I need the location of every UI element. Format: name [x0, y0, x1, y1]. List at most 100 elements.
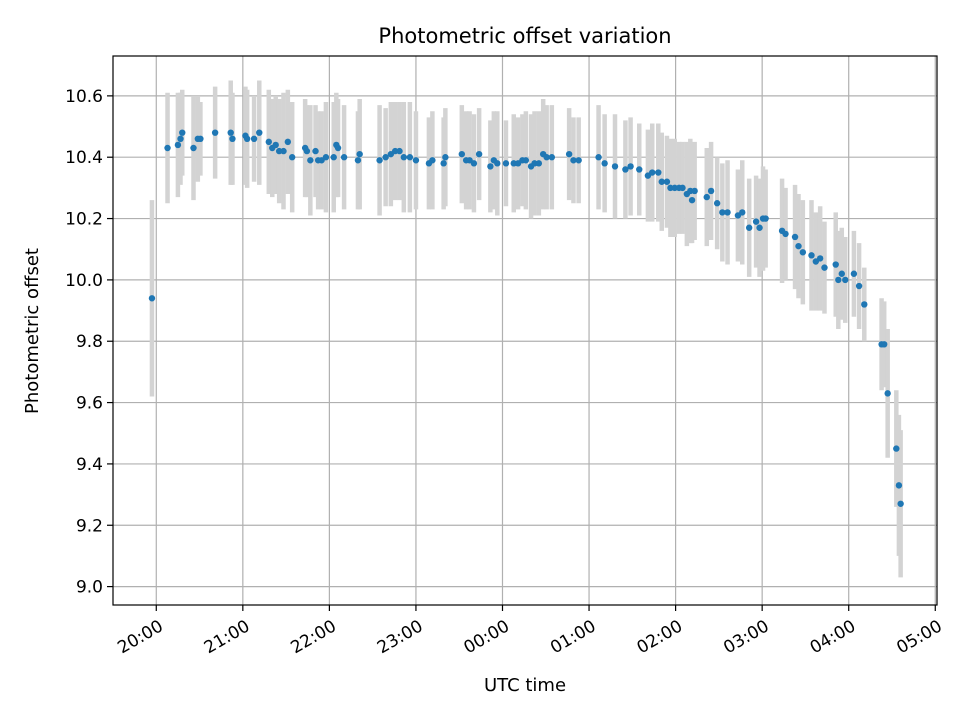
data-point: [440, 160, 447, 167]
data-point: [658, 178, 665, 185]
data-point: [400, 154, 408, 161]
data-point: [881, 341, 888, 348]
data-point: [522, 157, 530, 164]
data-point: [288, 154, 296, 161]
data-point: [808, 252, 815, 259]
data-point: [280, 147, 287, 155]
data-point: [762, 215, 769, 222]
data-point: [376, 157, 383, 164]
data-point: [412, 157, 420, 164]
data-point: [893, 445, 900, 452]
data-point: [679, 184, 686, 192]
data-point: [243, 135, 251, 143]
data-point: [895, 482, 903, 489]
data-point: [799, 249, 807, 256]
y-tick-label: 10.2: [65, 210, 103, 230]
data-point: [570, 157, 577, 164]
y-axis-ticks: 9.0 9.2 9.4 9.6 9.8 10.0 10.2 10.4 10.6: [65, 87, 113, 598]
data-point: [756, 224, 763, 231]
data-point: [406, 154, 414, 161]
data-point: [719, 209, 726, 216]
data-point: [663, 178, 671, 185]
data-point: [148, 295, 156, 302]
data-point: [842, 276, 849, 284]
chart-title: Photometric offset variation: [378, 24, 671, 48]
data-point: [850, 270, 858, 277]
data-point: [821, 264, 828, 271]
y-tick-label: 9.2: [76, 516, 103, 536]
data-point: [703, 193, 710, 201]
data-point: [897, 500, 904, 507]
data-point: [429, 157, 436, 164]
data-point: [816, 255, 824, 262]
y-axis-label: Photometric offset: [22, 248, 43, 414]
data-point: [688, 196, 696, 204]
data-point: [795, 242, 802, 250]
data-points: [148, 129, 904, 507]
data-point: [177, 135, 184, 143]
data-point: [307, 157, 314, 164]
x-axis-label: UTC time: [484, 675, 566, 696]
y-tick-label: 10.4: [65, 148, 103, 168]
data-point: [548, 154, 556, 161]
data-point: [884, 390, 891, 397]
data-point: [322, 154, 330, 161]
data-point: [197, 135, 204, 143]
data-point: [340, 154, 348, 161]
data-point: [265, 138, 272, 146]
data-point: [782, 230, 789, 238]
data-point: [724, 209, 731, 216]
data-point: [312, 147, 319, 155]
data-point: [284, 138, 292, 146]
data-point: [565, 150, 573, 158]
data-point: [838, 270, 845, 277]
data-point: [752, 218, 760, 225]
data-point: [739, 209, 746, 216]
data-point: [382, 154, 389, 161]
data-point: [707, 187, 715, 195]
data-point: [470, 160, 478, 167]
data-point: [475, 150, 483, 158]
data-point: [334, 144, 342, 152]
data-point: [256, 129, 263, 136]
y-tick-label: 9.0: [76, 578, 103, 598]
y-tick-label: 9.6: [76, 394, 103, 414]
data-point: [174, 141, 182, 149]
data-point: [442, 154, 449, 161]
data-point: [535, 160, 543, 167]
data-point: [458, 150, 466, 158]
data-point: [855, 282, 863, 290]
y-tick-label: 10.0: [65, 271, 103, 291]
data-point: [272, 141, 279, 149]
data-point: [543, 154, 550, 161]
data-point: [622, 166, 629, 173]
data-point: [250, 135, 258, 143]
data-point: [832, 261, 839, 268]
data-point: [691, 187, 698, 195]
data-point: [835, 276, 842, 284]
data-point: [494, 160, 501, 167]
data-point: [791, 233, 799, 241]
data-point: [861, 301, 868, 308]
data-point: [601, 160, 608, 167]
data-point: [713, 200, 721, 207]
y-tick-label: 9.8: [76, 332, 103, 352]
data-point: [229, 135, 236, 143]
data-point: [611, 163, 619, 170]
plot-frame: [112, 55, 938, 606]
data-point: [627, 163, 634, 170]
data-point: [502, 160, 510, 167]
data-point: [164, 144, 171, 152]
data-point: [487, 163, 494, 170]
data-point: [303, 147, 311, 155]
data-point: [649, 169, 656, 176]
data-point: [179, 129, 186, 136]
data-point: [190, 144, 197, 152]
data-point: [655, 169, 662, 176]
data-point: [356, 150, 363, 158]
data-point: [636, 166, 643, 173]
data-point: [227, 129, 234, 136]
data-point: [354, 157, 362, 164]
